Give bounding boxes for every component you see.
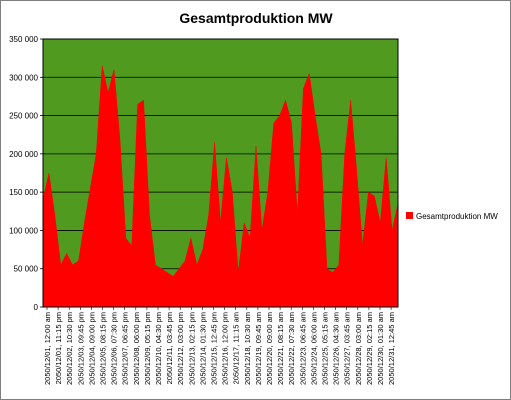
x-tick-label: 2050/12/05, 08:15 pm bbox=[99, 312, 108, 385]
series-area bbox=[42, 65, 399, 308]
x-tick-label: 2050/12/13, 02:15 pm bbox=[187, 312, 196, 385]
plot-border bbox=[42, 38, 399, 308]
chart-title: Gesamtproduktion MW bbox=[179, 10, 333, 26]
x-tick-label: 2050/12/14, 01:30 pm bbox=[198, 312, 207, 385]
x-tick-label: 2050/12/27, 03:45 am bbox=[343, 312, 352, 385]
y-tick-label: 350 000 bbox=[9, 35, 38, 44]
y-tick-label: 0 bbox=[34, 303, 39, 312]
x-tick-label: 2050/12/08, 06:00 pm bbox=[132, 312, 141, 385]
x-tick-label: 2050/12/10, 04:30 pm bbox=[154, 312, 163, 385]
x-tick-label: 2050/12/19, 09:45 am bbox=[254, 312, 263, 385]
x-tick-label: 2050/12/18, 10:30 am bbox=[243, 312, 252, 385]
x-tick-label: 2050/12/26, 04:30 am bbox=[332, 312, 341, 385]
x-tick-label: 2050/12/15, 12:45 pm bbox=[210, 312, 219, 385]
y-tick-label: 150 000 bbox=[9, 188, 38, 197]
y-tick-label: 200 000 bbox=[9, 150, 38, 159]
x-tick-label: 2050/12/12, 03:00 pm bbox=[176, 312, 185, 385]
legend: Gesamtproduktion MW bbox=[406, 212, 498, 221]
x-tick-label: 2050/12/01, 12:00 am bbox=[43, 312, 52, 385]
x-tick-label: 2050/12/16, 12:00 pm bbox=[221, 312, 230, 385]
legend-swatch bbox=[406, 212, 413, 219]
x-tick-label: 2050/12/31, 12:45 am bbox=[387, 312, 396, 385]
x-axis: 2050/12/01, 12:00 am 2050/12/01, 11:15 pm… bbox=[43, 307, 396, 385]
x-tick-label: 2050/12/25, 05:15 am bbox=[321, 312, 330, 385]
legend-label: Gesamtproduktion MW bbox=[416, 212, 498, 221]
x-tick-label: 2050/12/23, 06:45 am bbox=[298, 312, 307, 385]
y-tick-label: 300 000 bbox=[9, 73, 38, 82]
x-tick-label: 2050/12/06, 07:30 pm bbox=[110, 312, 119, 385]
x-tick-label: 2050/12/29, 02:15 am bbox=[365, 312, 374, 385]
y-tick-label: 250 000 bbox=[9, 112, 38, 121]
x-tick-label: 2050/12/04, 09:00 pm bbox=[87, 312, 96, 385]
x-tick-label: 2050/12/03, 09:45 pm bbox=[76, 312, 85, 385]
x-tick-label: 2050/12/07, 06:45 pm bbox=[121, 312, 130, 385]
x-tick-label: 2050/12/09, 05:15 pm bbox=[143, 312, 152, 385]
x-tick-label: 2050/12/17, 11:15 am bbox=[232, 312, 241, 384]
x-tick-label: 2050/12/21, 08:15 am bbox=[276, 312, 285, 385]
x-tick-label: 2050/12/02, 10:30 pm bbox=[65, 312, 74, 385]
x-tick-label: 2050/12/01, 11:15 pm bbox=[54, 312, 63, 384]
x-tick-label: 2050/12/24, 06:00 am bbox=[309, 312, 318, 385]
y-tick-label: 50 000 bbox=[14, 265, 39, 274]
x-tick-label: 2050/12/20, 09:00 am bbox=[265, 312, 274, 385]
y-axis: 0 50 000 100 000 150 000 200 000 250 000 300 0… bbox=[9, 35, 43, 312]
x-tick-label: 2050/12/22, 07:30 am bbox=[287, 312, 296, 385]
y-tick-label: 100 000 bbox=[9, 226, 38, 235]
x-tick-label: 2050/12/11, 03:45 pm bbox=[165, 312, 174, 384]
x-tick-label: 2050/12/28, 03:00 am bbox=[354, 312, 363, 385]
x-tick-label: 2050/12/30, 01:30 am bbox=[376, 312, 385, 385]
